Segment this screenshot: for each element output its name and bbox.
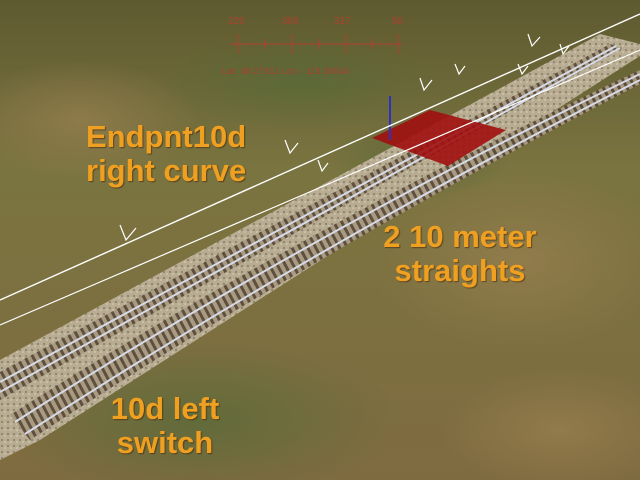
compass-scale xyxy=(230,34,402,54)
label-straights: 2 10 meter straights xyxy=(380,220,540,288)
label-line: Endpnt10d xyxy=(86,119,247,154)
compass-tick: 360 xyxy=(282,16,299,27)
compass-tick: 317 xyxy=(334,16,351,27)
label-line: 2 10 meter xyxy=(383,219,537,254)
label-line: right curve xyxy=(86,153,247,188)
coordinate-readout: Lat: 48.27611 Lon: -119.36644 xyxy=(222,66,350,76)
compass-hud: 220 360 317 50 Lat: 48.27611 Lon: -119.3… xyxy=(222,14,412,84)
label-endpoint-curve: Endpnt10d right curve xyxy=(86,120,246,188)
track-right-curve xyxy=(10,70,640,440)
label-line: switch xyxy=(116,425,214,460)
compass-tick: 220 xyxy=(228,16,245,27)
selection-marker xyxy=(372,110,506,166)
label-switch: 10d left switch xyxy=(100,392,230,460)
label-line: straights xyxy=(394,253,526,288)
guide-line-upper xyxy=(0,13,640,301)
compass-tick: 50 xyxy=(392,16,404,27)
guide-line-lower xyxy=(0,49,640,326)
label-line: 10d left xyxy=(110,391,220,426)
